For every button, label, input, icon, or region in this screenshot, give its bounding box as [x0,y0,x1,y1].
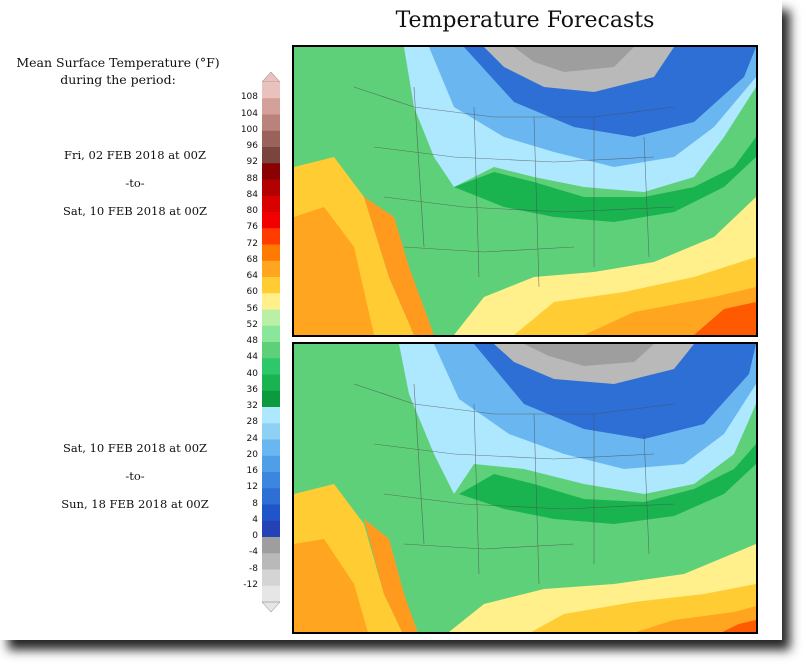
period-2-end: Sun, 18 FEB 2018 at 00Z [61,497,209,511]
colorbar-swatch [262,114,280,132]
colorbar-tick-label: -4 [249,547,258,558]
colorbar-tick-label: 60 [246,287,258,298]
colorbar-swatch [262,293,280,310]
colorbar-swatch [262,212,280,229]
colorbar-tick-label: 64 [246,271,258,281]
colorbar-tick-label: 72 [246,238,258,249]
forecast-map-period-2 [292,342,758,634]
colorbar-tick-label: 0 [252,531,258,541]
colorbar-tick-label: 12 [246,482,258,493]
colorbar-swatch [262,537,280,554]
colorbar-swatch [262,455,280,473]
period-1-separator: -to- [125,176,145,190]
map-2-canvas [294,344,756,632]
period-1-start: Fri, 02 FEB 2018 at 00Z [64,148,206,162]
colorbar-tick-label: 108 [240,92,258,103]
colorbar-tick-label: 96 [246,141,258,151]
map-1-canvas [294,47,756,335]
colorbar-swatch [262,358,280,375]
colorbar-tick-label: 4 [252,514,258,525]
colorbar-tick-label: 104 [240,108,258,119]
colorbar-swatch [262,390,280,408]
colorbar-swatch [262,325,280,343]
colorbar-tick-label: 44 [246,352,258,363]
colorbar-swatch [262,147,280,164]
colorbar-tick-label: 32 [246,401,258,411]
colorbar-swatch [262,374,280,392]
colorbar-tick-label: 80 [246,206,258,216]
period-1-end: Sat, 10 FEB 2018 at 00Z [62,204,208,218]
colorbar-swatch [262,260,280,278]
colorbar-swatch [262,520,280,538]
colorbar-tick-label: 40 [246,368,258,379]
colorbar-swatch [262,130,280,148]
legend-title-line-1: Mean Surface Temperature (°F) [16,55,220,70]
colorbar-tick-label: 84 [246,189,258,200]
colorbar-swatch [262,585,280,603]
period-2-start: Sat, 10 FEB 2018 at 00Z [62,441,208,455]
colorbar-tick-label: 56 [246,303,258,314]
colorbar-tick-label: 16 [246,466,258,476]
colorbar-tick-label: 92 [246,157,258,168]
temperature-colorbar [262,72,280,612]
colorbar-swatch [262,439,280,457]
colorbar-tick-label: 48 [246,336,258,346]
forecast-map-period-1 [292,45,758,337]
legend-title-line-2: during the period: [60,72,176,87]
colorbar-swatch [262,423,280,440]
colorbar-swatch [262,195,280,213]
colorbar-tick-label: 24 [246,433,258,444]
colorbar-swatch [262,277,280,294]
colorbar-swatch [262,163,280,180]
colorbar-swatch [262,82,280,99]
colorbar-swatch [262,309,280,327]
colorbar-tick-label: -8 [249,563,258,574]
colorbar-tick-label: -12 [243,579,258,590]
colorbar-top-arrow [262,72,280,83]
colorbar-swatch [262,488,280,505]
colorbar-tick-label: 52 [246,319,258,330]
colorbar-swatch [262,504,280,522]
colorbar-tick-label: 100 [240,124,258,135]
colorbar-swatch [262,342,280,359]
colorbar-swatch [262,407,280,424]
colorbar-tick-label: 36 [246,384,258,395]
colorbar-tick-label: 68 [246,254,258,265]
colorbar-tick-label: 20 [246,449,258,460]
colorbar-tick-label: 88 [246,173,258,184]
colorbar-tick-label: 28 [246,417,258,428]
colorbar-tick-label: 8 [252,498,258,509]
colorbar-swatch [262,472,280,489]
colorbar-swatch [262,98,280,115]
figure-title: Temperature Forecasts [395,8,655,33]
colorbar-bottom-arrow [262,601,280,612]
colorbar-tick-label: 76 [246,222,258,233]
period-2-separator: -to- [125,469,145,483]
legend-title: Mean Surface Temperature (°F) during the… [8,54,228,88]
colorbar-swatch [262,569,280,587]
figure-frame: Temperature Forecasts Mean Surface Tempe… [8,8,758,634]
colorbar-swatch [262,244,280,262]
colorbar-swatch [262,179,280,197]
colorbar-swatch [262,553,280,570]
colorbar-swatch [262,228,280,245]
